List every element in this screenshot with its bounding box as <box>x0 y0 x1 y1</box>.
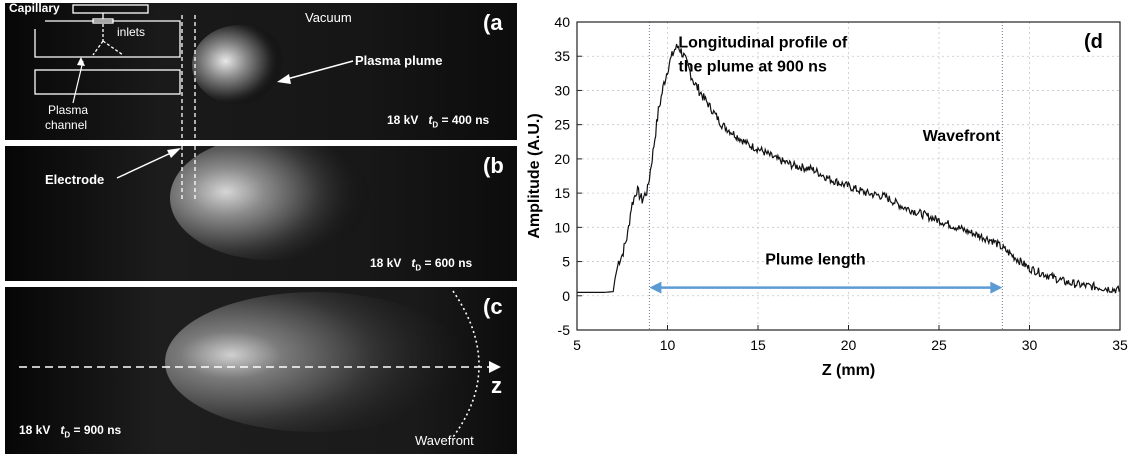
panel-b-params: 18 kV tD = 600 ns <box>370 256 473 273</box>
plume-length-label: Plume length <box>765 251 865 268</box>
image-panel-b: (b Electrode 18 kV tD = 600 ns <box>5 146 517 281</box>
amplitude-series-line <box>577 43 1121 294</box>
y-tick-label: 30 <box>554 82 570 98</box>
panel-c-params: 18 kV tD = 900 ns <box>19 423 122 440</box>
x-tick-label: 20 <box>841 337 857 353</box>
plasma-plume-label: Plasma plume <box>355 53 443 68</box>
y-tick-label: 35 <box>554 48 570 64</box>
panel-b-graphics <box>5 146 517 281</box>
tick-layer: 5 10 15 20 25 30 35 -5 0 5 10 15 20 25 30 35 40 <box>554 14 1128 353</box>
y-tick-label: 5 <box>562 254 570 270</box>
z-axis-arrowhead <box>489 361 501 373</box>
plume-arrow-head-left <box>649 281 662 294</box>
y-tick-label: 15 <box>554 185 570 201</box>
channel-upper-wall <box>34 20 181 58</box>
inlets-label: inlets <box>117 25 146 39</box>
image-panel-c: (c z Wavefront 18 kV tD = 900 ns <box>5 287 517 454</box>
y-tick-label: 0 <box>562 288 570 304</box>
x-tick-label: 5 <box>573 337 581 353</box>
x-tick-label: 10 <box>660 337 676 353</box>
panel-a-graphics <box>5 3 517 140</box>
panel-c-label: (c <box>483 294 503 319</box>
amplitude-chart: 5 10 15 20 25 30 35 -5 0 5 10 15 20 25 30 35 40 (d Longi… <box>526 14 1128 379</box>
plasma-channel-label-line1: Plasma <box>48 103 89 117</box>
y-tick-label: 10 <box>554 219 570 235</box>
chart-panel-d: 5 10 15 20 25 30 35 -5 0 5 10 15 20 25 30 35 40 (d Longi… <box>525 0 1137 459</box>
vacuum-label: Vacuum <box>305 10 352 25</box>
wavefront-annotation: Wavefront <box>923 128 1001 145</box>
capillary-shape <box>72 4 149 14</box>
x-tick-label: 25 <box>931 337 947 353</box>
plasma-channel-label-line2: channel <box>45 118 88 132</box>
y-tick-label: 25 <box>554 117 570 133</box>
plasma-plume-b <box>170 146 370 260</box>
y-tick-label: 20 <box>554 151 570 167</box>
panel-b-label: (b <box>483 153 504 178</box>
plot-frame <box>576 21 1121 331</box>
channel-lower-wall <box>34 69 181 95</box>
wavefront-curve <box>452 290 480 438</box>
y-tick-label: -5 <box>558 322 571 338</box>
x-axis-label: Z (mm) <box>822 362 875 379</box>
x-tick-label: 30 <box>1022 337 1038 353</box>
panel-c-graphics <box>5 287 517 454</box>
capillary-label: Capillary <box>9 3 60 15</box>
x-tick-label: 15 <box>750 337 766 353</box>
plasma-plume-c <box>165 292 465 432</box>
profile-annotation-line1: Longitudinal profile of <box>678 34 848 51</box>
plume-arrow-head-right <box>990 281 1003 294</box>
y-tick-label: 40 <box>554 14 570 30</box>
electrode-label: Electrode <box>45 172 105 187</box>
series-layer <box>577 43 1121 294</box>
panel-a-params: 18 kV tD = 400 ns <box>387 113 490 130</box>
x-tick-label: 35 <box>1112 337 1128 353</box>
plasma-plume-a <box>192 25 288 105</box>
z-axis-label: z <box>491 373 502 398</box>
panel-d-label: (d <box>1084 31 1103 53</box>
image-panel-a: Capillary inlets Vacuum (a Plasma plume … <box>5 3 517 140</box>
profile-annotation-line2: the plume at 900 ns <box>678 58 827 75</box>
plume-length-arrow <box>649 281 1003 294</box>
wavefront-label-c: Wavefront <box>415 433 474 448</box>
panel-a-label: (a <box>483 10 503 35</box>
y-axis-label: Amplitude (A.U.) <box>526 113 543 238</box>
